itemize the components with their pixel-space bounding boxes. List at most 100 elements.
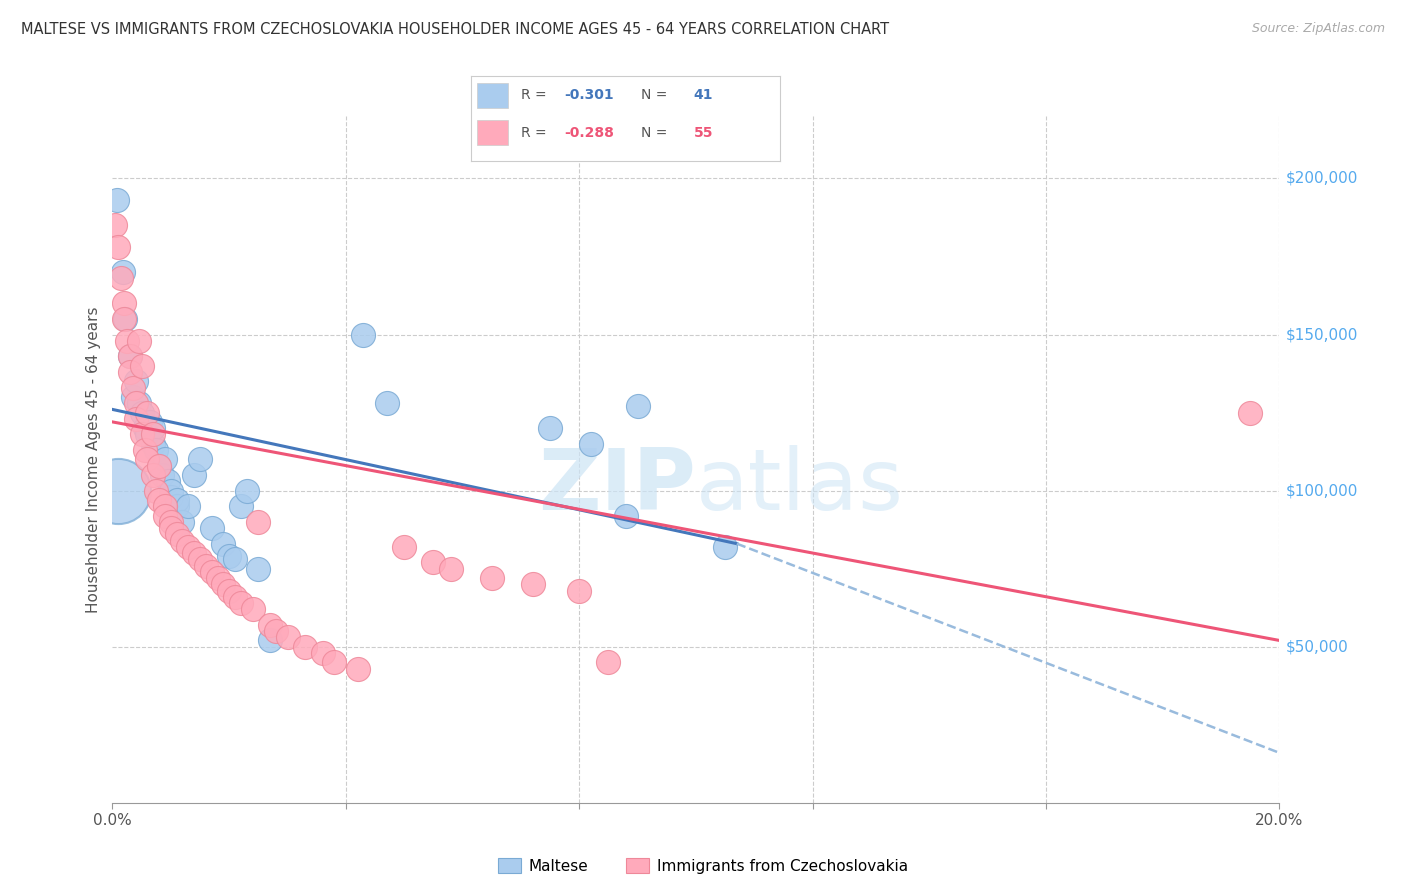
Point (125, 375, 148, 389)
Point (714, 540, 737, 554)
Point (128, 396, 150, 410)
Point (112, 312, 135, 326)
Point (538, 421, 561, 435)
Point (118, 350, 141, 364)
Point (183, 467, 205, 482)
Point (142, 437, 165, 451)
Point (242, 602, 264, 616)
Point (166, 500, 188, 514)
Point (136, 405, 159, 420)
Point (188, 452, 211, 467)
Point (139, 415, 162, 429)
Point (142, 421, 165, 435)
Point (104, 219, 127, 233)
Point (177, 540, 200, 554)
Point (207, 571, 229, 585)
Point (375, 396, 398, 410)
Point (224, 552, 246, 566)
Point (201, 521, 224, 535)
Point (183, 546, 205, 560)
Text: MALTESE VS IMMIGRANTS FROM CZECHOSLOVAKIA HOUSEHOLDER INCOME AGES 45 - 64 YEARS : MALTESE VS IMMIGRANTS FROM CZECHOSLOVAKI… (21, 22, 889, 37)
Point (112, 296, 135, 310)
Point (125, 412, 148, 426)
Point (614, 508, 637, 523)
Point (105, 194, 128, 208)
Point (107, 483, 129, 498)
Point (118, 350, 141, 364)
Point (110, 271, 132, 285)
Point (229, 596, 252, 610)
Point (172, 515, 194, 529)
Point (136, 452, 159, 467)
Point (118, 365, 141, 379)
Point (194, 558, 217, 573)
Text: N =: N = (641, 126, 672, 139)
Point (294, 640, 316, 654)
Point (201, 565, 224, 579)
Point (323, 655, 346, 669)
Point (145, 443, 167, 457)
Point (188, 552, 211, 566)
Point (131, 405, 153, 420)
Point (142, 467, 165, 482)
Point (122, 381, 145, 395)
Point (568, 583, 591, 598)
Point (107, 240, 129, 254)
Text: R =: R = (520, 126, 551, 139)
Point (148, 458, 170, 473)
Point (134, 421, 156, 435)
Text: Source: ZipAtlas.com: Source: ZipAtlas.com (1251, 22, 1385, 36)
Point (522, 577, 544, 591)
Point (115, 334, 138, 348)
Point (111, 265, 134, 279)
Text: atlas: atlas (696, 445, 904, 528)
Text: R =: R = (520, 88, 551, 103)
Point (218, 549, 240, 564)
Point (134, 443, 156, 457)
Point (136, 427, 159, 442)
Point (145, 483, 167, 498)
Point (172, 533, 194, 548)
Point (160, 521, 183, 535)
Point (150, 467, 173, 482)
Point (422, 555, 444, 570)
Point (247, 515, 270, 529)
Text: -0.301: -0.301 (564, 88, 613, 103)
FancyBboxPatch shape (477, 83, 508, 108)
Point (160, 483, 183, 498)
Text: N =: N = (641, 88, 672, 103)
Point (153, 452, 176, 467)
Point (259, 617, 281, 632)
Text: ZIP: ZIP (538, 445, 696, 528)
Text: $150,000: $150,000 (1285, 327, 1358, 342)
Text: -0.288: -0.288 (564, 126, 613, 139)
Point (598, 655, 620, 669)
Text: 41: 41 (693, 88, 713, 103)
FancyBboxPatch shape (477, 120, 508, 145)
Point (166, 527, 188, 541)
Point (156, 475, 179, 489)
Text: $200,000: $200,000 (1285, 171, 1358, 186)
Point (122, 390, 145, 404)
Text: 55: 55 (693, 126, 713, 139)
Point (311, 646, 333, 660)
Point (212, 537, 235, 551)
Point (626, 400, 648, 414)
Point (1239, 405, 1261, 420)
Point (153, 500, 176, 514)
Point (346, 662, 368, 676)
Point (212, 577, 235, 591)
Y-axis label: Householder Income Ages 45 - 64 years: Householder Income Ages 45 - 64 years (86, 306, 101, 613)
Point (131, 359, 153, 373)
Text: $100,000: $100,000 (1285, 483, 1358, 498)
Point (259, 633, 281, 648)
Point (153, 508, 176, 523)
Point (125, 396, 148, 410)
Point (352, 327, 374, 342)
Point (440, 562, 463, 576)
Point (166, 492, 188, 507)
Point (148, 458, 170, 473)
Point (392, 540, 416, 554)
Point (148, 492, 170, 507)
Point (235, 483, 257, 498)
